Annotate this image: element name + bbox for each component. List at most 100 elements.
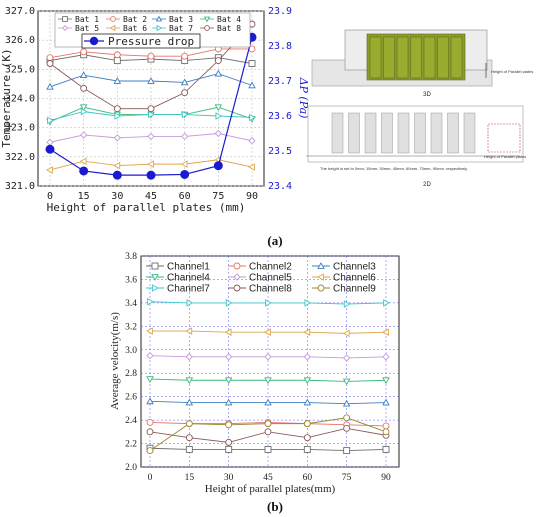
y-tick-label: 2.0 (125, 463, 137, 473)
series-point (249, 113, 256, 122)
series-point (303, 420, 311, 428)
legend-label: Bat 3 (169, 15, 193, 24)
legend-label: Channel3 (333, 262, 376, 273)
battery-cell-3d (383, 36, 395, 79)
x-tick-label: 75 (212, 191, 224, 202)
series-point (214, 104, 223, 112)
series-point (46, 54, 54, 62)
y-right-tick-label: 23.9 (268, 6, 292, 17)
series-point (382, 353, 390, 361)
y-right-tick-label: 23.4 (268, 181, 292, 192)
legend-marker (317, 273, 324, 281)
series-point (147, 132, 155, 141)
series-point (181, 89, 189, 97)
series-point (46, 166, 53, 174)
series-point (225, 438, 233, 446)
series-point (147, 52, 155, 60)
series-point (113, 57, 121, 65)
legend-marker (156, 24, 163, 32)
legend-marker (233, 284, 241, 292)
y-right-tick-label: 23.5 (268, 146, 292, 157)
legend-label: Channel7 (167, 284, 210, 295)
x-tick-label: 0 (148, 473, 153, 483)
legend-marker (151, 274, 159, 281)
pressure-legend-marker (89, 36, 99, 46)
series-point (185, 445, 193, 453)
series-point (180, 78, 189, 86)
series-point (248, 81, 256, 89)
caption-a: (a) (267, 233, 282, 248)
series-point (304, 299, 312, 307)
battery-cells-3d (369, 36, 463, 79)
series-point (185, 398, 194, 406)
plot-a-ylabel-right: ΔP (Pa) (297, 77, 310, 119)
series-point (248, 60, 256, 67)
series-point (146, 327, 153, 335)
plot-a-series (45, 20, 257, 180)
battery-cell-3d (450, 36, 463, 79)
battery-cell-2d (414, 112, 426, 154)
series-point (342, 329, 350, 338)
legend-label: Bat 2 (123, 15, 147, 24)
pressure-point (146, 170, 156, 180)
series-point (224, 328, 232, 336)
plot-b-ylabel: Average velocity(m/s) (109, 312, 121, 410)
x-tick-label: 30 (224, 473, 234, 483)
legend-marker (155, 15, 163, 22)
legend-label: Bat 6 (123, 24, 147, 33)
series-point (342, 378, 351, 386)
battery-cell-2d (463, 112, 476, 154)
diagram-2d: Height of Parallel plates The height is … (306, 105, 526, 188)
series-point (303, 398, 312, 406)
x-tick-label: 90 (381, 473, 391, 483)
series-point (46, 82, 54, 90)
battery-cell-3d (410, 36, 422, 79)
x-tick-label: 75 (342, 473, 352, 483)
series-point (186, 299, 194, 307)
series-point (181, 110, 189, 119)
y-tick-label: 325.0 (5, 64, 35, 75)
series-point (113, 51, 121, 59)
y-tick-label: 2.8 (125, 369, 137, 379)
legend-label: Channel8 (249, 284, 292, 295)
series-point (146, 447, 154, 455)
series-point (185, 353, 193, 361)
battery-cell-2d (447, 112, 459, 154)
series-point (303, 353, 311, 361)
average-velocity-chart: 0 15 30 45 60 75 90 2.0 2.2 2.4 2.6 2.8 3.0 3.2 3.4 3.6… (109, 252, 400, 495)
legend-label: Channel4 (167, 273, 210, 284)
series-point (264, 377, 272, 385)
series-point (79, 104, 88, 112)
x-tick-label: 90 (246, 191, 258, 202)
y-tick-label: 322.0 (5, 152, 35, 163)
pressure-legend-box (81, 33, 201, 49)
series-point (225, 299, 233, 307)
series-point (146, 397, 154, 405)
legend-marker (152, 284, 159, 292)
series-point (147, 160, 154, 168)
pressure-point (180, 169, 190, 179)
y-tick-label: 321.0 (5, 181, 35, 192)
battery-cell-2d (331, 112, 344, 154)
legend-label: Channel1 (167, 262, 210, 273)
y-tick-label: 3.0 (125, 346, 137, 356)
pressure-point (112, 170, 122, 180)
legend-marker (233, 273, 241, 281)
legend-label: Channel6 (333, 273, 376, 284)
diagram-3d: Height of Parallel plates 3D (311, 29, 533, 98)
x-tick-label: 60 (179, 191, 191, 202)
legend-marker (109, 24, 116, 32)
series-point (248, 163, 255, 171)
legend-label: Channel9 (333, 284, 376, 295)
y-tick-label: 2.6 (125, 393, 137, 403)
plot-b-xlabel: Height of parallel plates(mm) (205, 483, 336, 495)
series-point (185, 327, 193, 335)
series-point (214, 69, 223, 77)
y-right-tick-label: 23.7 (268, 76, 292, 87)
series-point (342, 399, 351, 407)
series-point (185, 420, 193, 428)
legend-label: Bat 8 (217, 24, 241, 33)
series-point (214, 129, 222, 138)
series-point (185, 377, 194, 385)
